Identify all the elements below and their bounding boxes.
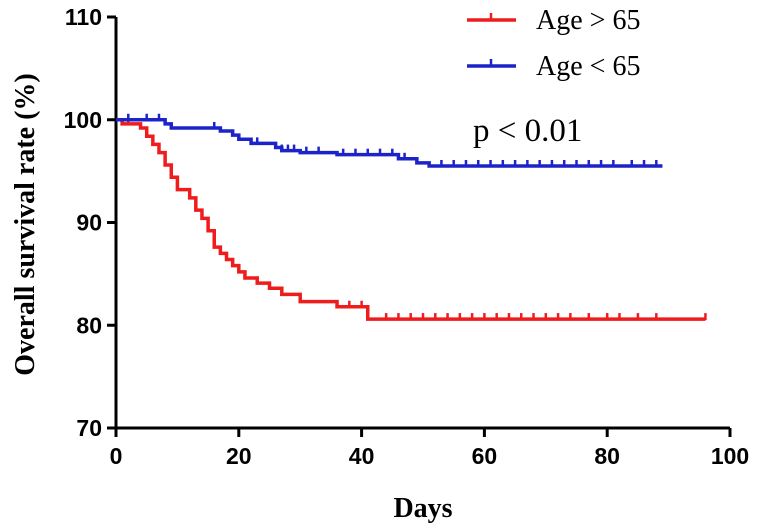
x-tick-label: 40 — [349, 443, 375, 469]
legend-label: Age > 65 — [536, 5, 640, 36]
y-tick-label: 100 — [64, 107, 102, 133]
legend-item: Age > 65 — [467, 5, 640, 36]
x-tick-label: 20 — [226, 443, 252, 469]
x-tick-label: 0 — [110, 443, 123, 469]
p-value-annotation: p < 0.01 — [473, 113, 582, 149]
legend: Age > 65 Age < 65 — [467, 5, 640, 82]
x-tick-label: 60 — [472, 443, 498, 469]
y-tick-label: 90 — [76, 210, 102, 236]
y-tick-label: 80 — [76, 312, 102, 338]
y-tick-label: 110 — [65, 4, 102, 30]
y-axis-title: Overall survival rate (%) — [10, 73, 41, 375]
legend-label: Age < 65 — [536, 51, 640, 82]
series-line — [116, 118, 706, 321]
series-layer — [116, 113, 707, 321]
series-line — [116, 118, 663, 168]
y-tick-label: 70 — [76, 415, 102, 441]
x-tick-label: 80 — [594, 443, 620, 469]
x-axis-title: Days — [393, 493, 452, 524]
series-2 — [116, 113, 663, 168]
x-tick-label: 100 — [711, 443, 749, 469]
axes: 70 80 90 100 110 0 20 40 60 80 100 — [64, 4, 750, 469]
legend-item: Age < 65 — [467, 51, 640, 82]
series-1 — [116, 117, 707, 321]
